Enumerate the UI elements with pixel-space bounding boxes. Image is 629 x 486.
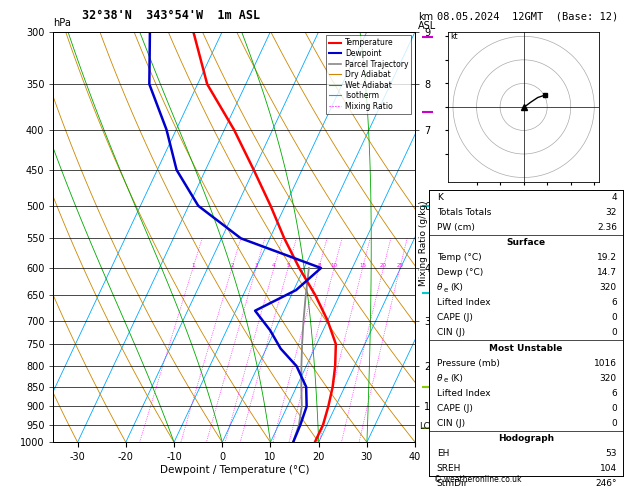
Text: hPa: hPa xyxy=(53,18,71,28)
Text: SREH: SREH xyxy=(437,464,461,473)
Text: 3: 3 xyxy=(254,263,258,268)
Text: 53: 53 xyxy=(605,449,617,458)
Text: 0: 0 xyxy=(611,419,617,428)
Text: 6: 6 xyxy=(611,298,617,307)
Text: Lifted Index: Lifted Index xyxy=(437,389,491,398)
Text: Pressure (mb): Pressure (mb) xyxy=(437,359,499,367)
Text: 1: 1 xyxy=(191,263,194,268)
Text: 15: 15 xyxy=(359,263,366,268)
Text: 32: 32 xyxy=(606,208,617,217)
Text: Mixing Ratio (g/kg): Mixing Ratio (g/kg) xyxy=(420,200,428,286)
Text: Totals Totals: Totals Totals xyxy=(437,208,491,217)
Text: CIN (J): CIN (J) xyxy=(437,329,465,337)
Text: e: e xyxy=(443,287,448,293)
Text: Temp (°C): Temp (°C) xyxy=(437,253,481,262)
Text: 4: 4 xyxy=(611,192,617,202)
Text: 0: 0 xyxy=(611,313,617,322)
Text: CAPE (J): CAPE (J) xyxy=(437,404,472,413)
Text: 0: 0 xyxy=(611,329,617,337)
Text: 10: 10 xyxy=(331,263,338,268)
Text: Hodograph: Hodograph xyxy=(498,434,554,443)
Text: 32°38'N  343°54'W  1m ASL: 32°38'N 343°54'W 1m ASL xyxy=(82,9,260,22)
Text: CAPE (J): CAPE (J) xyxy=(437,313,472,322)
Text: Dewp (°C): Dewp (°C) xyxy=(437,268,483,277)
Text: 20: 20 xyxy=(380,263,387,268)
Text: 1016: 1016 xyxy=(594,359,617,367)
Text: © weatheronline.co.uk: © weatheronline.co.uk xyxy=(434,475,521,484)
Text: θ: θ xyxy=(437,374,442,382)
Text: e: e xyxy=(443,378,448,383)
Text: PW (cm): PW (cm) xyxy=(437,223,475,232)
Text: 2: 2 xyxy=(230,263,234,268)
Text: 320: 320 xyxy=(600,374,617,382)
Text: (K): (K) xyxy=(450,374,463,382)
Text: 2.36: 2.36 xyxy=(597,223,617,232)
Text: 246°: 246° xyxy=(596,479,617,486)
Text: CIN (J): CIN (J) xyxy=(437,419,465,428)
Legend: Temperature, Dewpoint, Parcel Trajectory, Dry Adiabat, Wet Adiabat, Isotherm, Mi: Temperature, Dewpoint, Parcel Trajectory… xyxy=(326,35,411,114)
Text: 14.7: 14.7 xyxy=(597,268,617,277)
Text: StmDir: StmDir xyxy=(437,479,468,486)
Text: kt: kt xyxy=(450,32,459,41)
Text: 25: 25 xyxy=(396,263,403,268)
Text: EH: EH xyxy=(437,449,449,458)
Text: 19.2: 19.2 xyxy=(597,253,617,262)
Text: Most Unstable: Most Unstable xyxy=(489,344,562,352)
Text: ASL: ASL xyxy=(418,20,437,31)
Text: Surface: Surface xyxy=(506,238,545,247)
Text: (K): (K) xyxy=(450,283,463,292)
Text: 8: 8 xyxy=(317,263,321,268)
Text: 6: 6 xyxy=(611,389,617,398)
Text: 320: 320 xyxy=(600,283,617,292)
Text: 104: 104 xyxy=(600,464,617,473)
X-axis label: Dewpoint / Temperature (°C): Dewpoint / Temperature (°C) xyxy=(160,465,309,475)
Text: 5: 5 xyxy=(286,263,290,268)
Text: km: km xyxy=(418,12,433,22)
Text: Lifted Index: Lifted Index xyxy=(437,298,491,307)
Text: K: K xyxy=(437,192,443,202)
Text: θ: θ xyxy=(437,283,442,292)
Text: LCL: LCL xyxy=(419,422,434,431)
Text: 08.05.2024  12GMT  (Base: 12): 08.05.2024 12GMT (Base: 12) xyxy=(437,12,618,22)
Text: 0: 0 xyxy=(611,404,617,413)
Text: 4: 4 xyxy=(272,263,276,268)
